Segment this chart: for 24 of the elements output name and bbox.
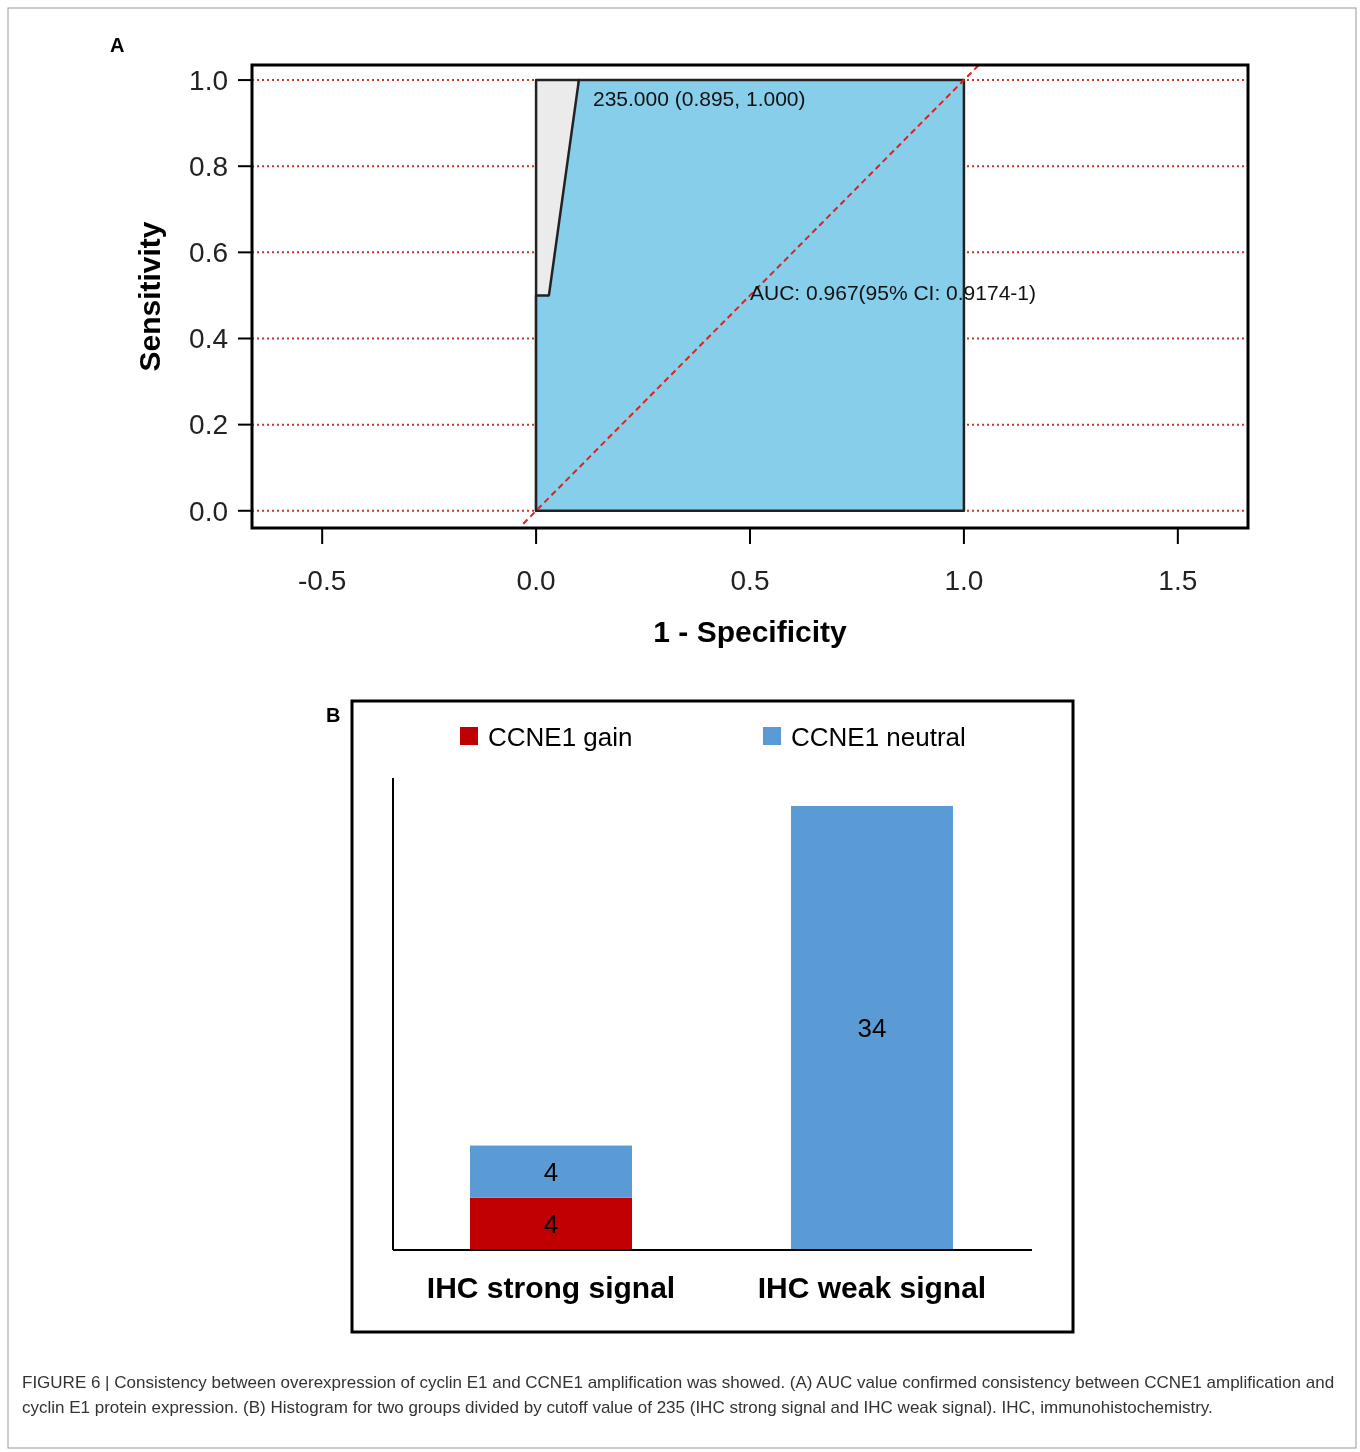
caption: FIGURE 6 | Consistency between overexpression of cyclin E1 and CCNE1 amplification was showed. (A) AUC value confirmed consistency between CCNE1 amplification and cyclin E1 protein expression. (B) Histogram for two groups divided by cutoff value of 235 (IHC strong signal and IHC weak signal). IHC, immunohistochemistry.	[22, 1372, 1336, 1419]
y-axis-title: Sensitivity	[133, 221, 166, 372]
y-tick-label: 0.6	[189, 237, 228, 269]
data-label: 4	[543, 1208, 559, 1239]
legend-label: CCNE1 neutral	[791, 722, 966, 753]
x-tick-label: 1.5	[1158, 565, 1198, 596]
x-axis-title: 1 - Specificity	[653, 615, 848, 648]
chart-title: B	[326, 704, 341, 726]
legend-label: CCNE1 gain	[488, 722, 633, 753]
chart-title: A	[110, 34, 125, 56]
y-tick-label: 0.0	[189, 495, 228, 527]
y-tick-label: 0.8	[189, 151, 228, 183]
x-tick-label: -0.5	[298, 565, 347, 596]
y-tick-label: 1.0	[189, 64, 228, 96]
y-tick-label: 0.4	[189, 323, 228, 355]
y-tick-label: 0.2	[189, 409, 228, 441]
x-tick-label: 1.0	[944, 565, 984, 596]
data-label: 4	[543, 1156, 559, 1187]
data-label: 34	[857, 1013, 887, 1044]
x-tick-label: 0.5	[730, 565, 770, 596]
x-tick-label: IHC weak signal	[757, 1271, 987, 1304]
annotation: 235.000 (0.895, 1.000)	[593, 87, 806, 111]
x-tick-label: 0.0	[516, 565, 556, 596]
x-tick-label: IHC strong signal	[426, 1271, 676, 1304]
